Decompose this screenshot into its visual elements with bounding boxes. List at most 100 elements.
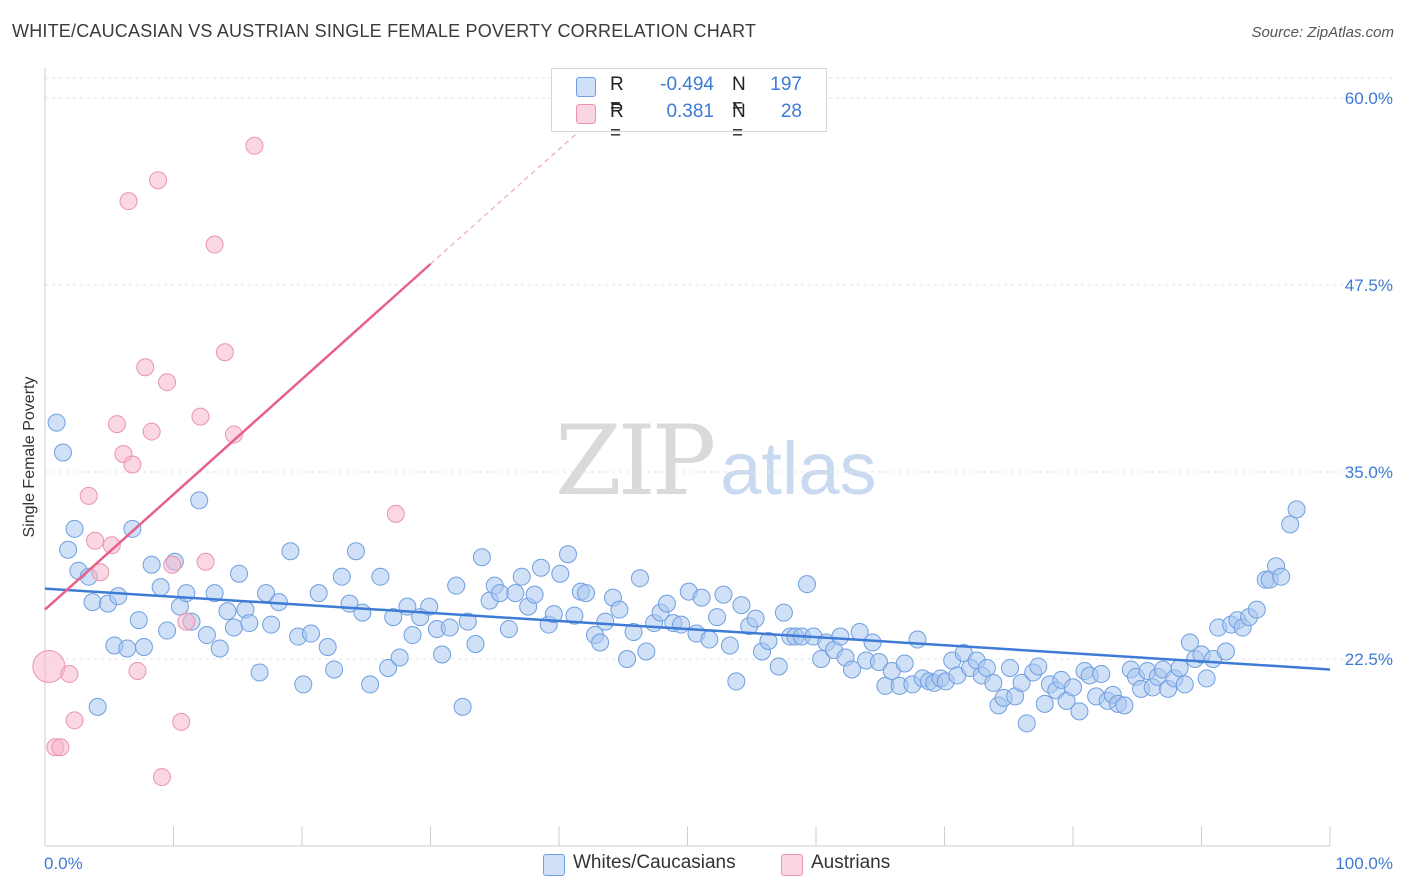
data-point-whites bbox=[1170, 658, 1189, 677]
data-point-austrians bbox=[158, 373, 177, 392]
data-point-whites bbox=[346, 542, 365, 561]
data-point-austrians bbox=[119, 192, 138, 211]
data-point-whites bbox=[558, 545, 577, 564]
data-point-austrians bbox=[152, 768, 171, 787]
data-point-whites bbox=[551, 564, 570, 583]
data-point-whites bbox=[353, 603, 372, 622]
data-point-whites bbox=[197, 626, 216, 645]
correlation-legend: R = -0.494 N = 197 R = 0.381 N = 28 bbox=[551, 68, 827, 144]
data-point-whites bbox=[1287, 500, 1306, 519]
data-point-whites bbox=[812, 649, 831, 668]
data-point-austrians bbox=[128, 661, 147, 680]
data-point-whites bbox=[869, 652, 888, 671]
data-point-austrians bbox=[224, 425, 243, 444]
data-point-whites bbox=[637, 642, 656, 661]
data-point-whites bbox=[700, 630, 719, 649]
data-point-whites bbox=[318, 638, 337, 657]
data-point-whites bbox=[123, 519, 142, 538]
data-point-whites bbox=[672, 615, 691, 634]
data-point-austrians bbox=[172, 712, 191, 731]
data-point-austrians bbox=[107, 415, 126, 434]
data-point-whites bbox=[301, 624, 320, 643]
trend-line-austrians bbox=[44, 263, 432, 611]
chart-title: WHITE/CAUCASIAN VS AUSTRIAN SINGLE FEMAL… bbox=[12, 21, 757, 41]
data-point-whites bbox=[433, 645, 452, 664]
data-point-whites bbox=[65, 519, 84, 538]
data-point-austrians bbox=[32, 649, 66, 683]
legend-n-label: N = bbox=[732, 101, 746, 144]
data-point-whites bbox=[158, 621, 177, 640]
series-austrians-points bbox=[32, 136, 405, 787]
data-point-austrians bbox=[136, 358, 155, 377]
data-point-whites bbox=[294, 675, 313, 694]
data-point-whites bbox=[624, 623, 643, 642]
data-point-whites bbox=[440, 618, 459, 637]
data-point-austrians bbox=[60, 664, 79, 683]
data-point-whites bbox=[1281, 515, 1300, 534]
data-point-whites bbox=[403, 626, 422, 645]
data-point-austrians bbox=[142, 422, 161, 441]
data-point-whites bbox=[499, 620, 518, 639]
legend-swatch-blue bbox=[543, 854, 565, 876]
data-point-austrians bbox=[196, 552, 215, 571]
data-point-whites bbox=[118, 639, 137, 658]
data-point-whites bbox=[1035, 694, 1054, 713]
data-point-austrians bbox=[205, 235, 224, 254]
legend-label-austrians: Austrians bbox=[811, 852, 891, 873]
data-point-whites bbox=[714, 585, 733, 604]
y-tick-label: 47.5% bbox=[1345, 276, 1393, 295]
legend-r-value: -0.494 bbox=[660, 74, 714, 95]
y-axis-label: Single Female Poverty bbox=[21, 377, 38, 538]
data-point-austrians bbox=[86, 531, 105, 550]
data-point-whites bbox=[1064, 678, 1082, 697]
data-point-whites bbox=[1272, 567, 1291, 586]
data-point-whites bbox=[230, 564, 249, 583]
data-point-whites bbox=[1070, 702, 1089, 721]
data-point-whites bbox=[1180, 633, 1199, 652]
legend-n-value: 28 bbox=[780, 101, 802, 122]
data-point-whites bbox=[325, 660, 344, 679]
trend-lines bbox=[44, 125, 1331, 671]
data-point-whites bbox=[908, 630, 927, 649]
x-ticks bbox=[44, 826, 1331, 846]
watermark: ZIP atlas bbox=[555, 405, 877, 517]
data-point-whites bbox=[1092, 664, 1111, 683]
data-point-whites bbox=[984, 673, 1003, 692]
data-point-whites bbox=[109, 587, 128, 606]
data-point-whites bbox=[512, 567, 531, 586]
data-point-whites bbox=[842, 660, 861, 679]
data-point-whites bbox=[205, 584, 224, 603]
trend-line-austrians-extension bbox=[430, 125, 586, 265]
data-point-whites bbox=[250, 663, 269, 682]
data-point-whites bbox=[732, 596, 751, 615]
data-point-whites bbox=[361, 675, 380, 694]
data-point-austrians bbox=[91, 563, 110, 582]
data-point-whites bbox=[565, 606, 584, 625]
data-point-whites bbox=[977, 658, 996, 677]
data-point-whites bbox=[720, 636, 739, 655]
data-point-whites bbox=[657, 594, 676, 613]
data-point-whites bbox=[490, 584, 509, 603]
trend-line-whites bbox=[44, 587, 1331, 671]
data-point-austrians bbox=[102, 536, 121, 555]
data-point-whites bbox=[453, 697, 472, 716]
data-point-whites bbox=[47, 413, 66, 432]
data-point-whites bbox=[390, 648, 409, 667]
data-point-whites bbox=[863, 633, 882, 652]
source-label: Source: ZipAtlas.com bbox=[1251, 24, 1394, 41]
data-point-whites bbox=[262, 615, 281, 634]
data-point-austrians bbox=[215, 343, 234, 362]
data-point-austrians bbox=[65, 711, 84, 730]
data-point-whites bbox=[708, 608, 727, 627]
data-point-whites bbox=[1247, 600, 1266, 619]
data-point-whites bbox=[1017, 714, 1036, 733]
data-point-whites bbox=[895, 654, 914, 673]
data-point-whites bbox=[591, 633, 610, 652]
data-point-whites bbox=[1029, 657, 1048, 676]
legend-r-value: 0.381 bbox=[666, 101, 714, 122]
data-point-austrians bbox=[123, 455, 142, 474]
legend-n-label: N = bbox=[732, 74, 746, 117]
data-point-whites bbox=[224, 618, 243, 637]
data-point-whites bbox=[544, 605, 563, 624]
data-point-whites bbox=[1001, 658, 1020, 677]
